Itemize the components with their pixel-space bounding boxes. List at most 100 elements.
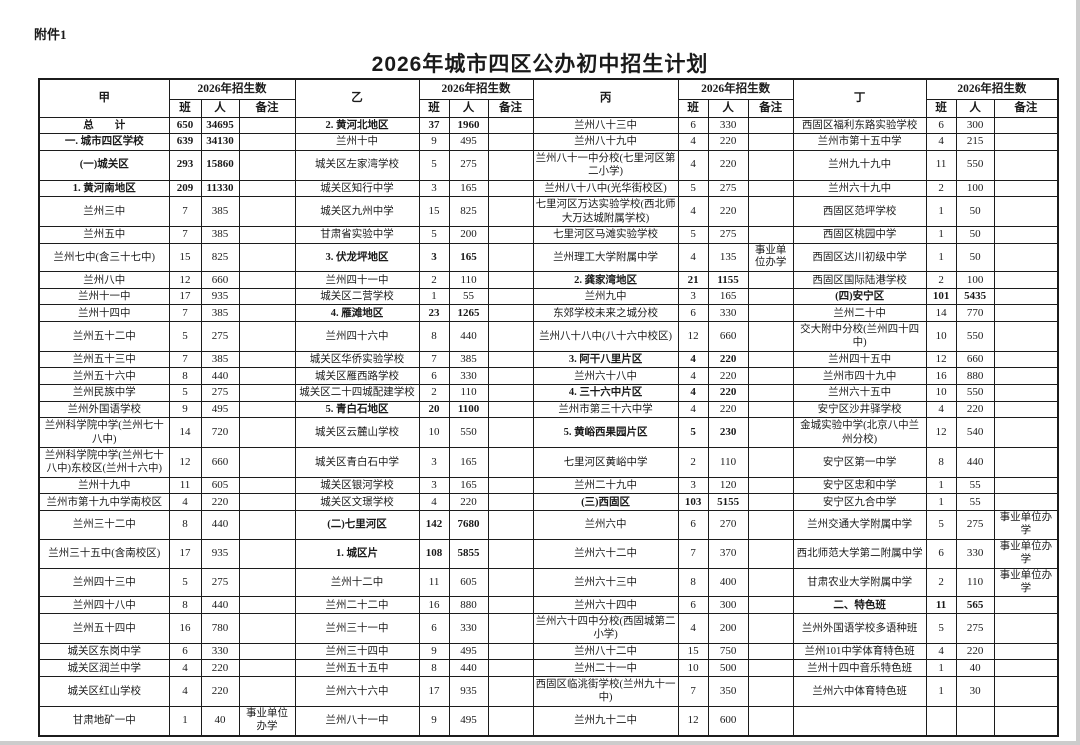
- note-cell: [238, 400, 296, 419]
- subheader-classes: 班: [925, 98, 957, 118]
- classes-count-cell: 3: [418, 242, 450, 273]
- school-name-cell: 4. 雁滩地区: [294, 304, 420, 322]
- students-count-cell: 540: [955, 417, 995, 448]
- school-name-cell: (二)七里河区: [294, 509, 420, 540]
- classes-count-cell: 10: [925, 383, 957, 402]
- note-cell: [487, 596, 534, 614]
- students-count-cell: 220: [707, 133, 749, 151]
- students-count-cell: 330: [448, 613, 489, 644]
- note-cell: [993, 179, 1059, 198]
- note-cell: [487, 350, 534, 369]
- school-name-cell: 兰州三十一中: [294, 613, 420, 644]
- school-name-cell: 兰州二十二中: [294, 596, 420, 614]
- classes-count-cell: 10: [925, 320, 957, 352]
- school-name-cell: 甘肃农业大学附属中学: [792, 567, 927, 598]
- enrollment-2026-header: 2026年招生数: [677, 78, 794, 100]
- school-name-cell: 兰州十四中: [38, 304, 170, 322]
- note-cell: [747, 705, 794, 737]
- students-count-cell: 330: [707, 304, 749, 322]
- students-count-cell: 370: [707, 538, 749, 569]
- school-name-cell: 城关区华侨实验学校: [294, 350, 420, 369]
- classes-count-cell: 5: [418, 149, 450, 181]
- note-cell: [487, 642, 534, 661]
- subheader-students: 人: [955, 98, 995, 118]
- classes-count-cell: 4: [677, 196, 709, 227]
- note-cell: [487, 367, 534, 385]
- note-cell: [238, 509, 296, 540]
- classes-count-cell: 4: [677, 149, 709, 181]
- table-row: 兰州十一中 17 935 城关区二营学校 1 55 兰州九中 3 165 (四)安宁区 101 543…: [38, 287, 1059, 306]
- note-cell: [238, 642, 296, 661]
- classes-count-cell: 8: [168, 509, 202, 540]
- note-cell: [487, 287, 534, 306]
- students-count-cell: 440: [448, 320, 489, 352]
- note-cell: [238, 596, 296, 614]
- classes-count-cell: 12: [925, 417, 957, 448]
- note-cell: [747, 367, 794, 385]
- students-count-cell: [955, 705, 995, 737]
- school-name-cell: 兰州三十五中(含南校区): [38, 538, 170, 569]
- column-group-ding: 丁: [792, 78, 927, 118]
- school-name-cell: 兰州五十三中: [38, 350, 170, 369]
- note-cell: [747, 509, 794, 540]
- enrollment-table-container: 甲 2026年招生数 乙 2026年招生数 丙 2026年招生数 丁 2026年…: [38, 78, 1060, 737]
- students-count-cell: 5855: [448, 538, 489, 569]
- table-row: 城关区红山学校 4 220 兰州六十六中 17 935 西固区临洮街学校(兰州九十一中) 7 3…: [38, 676, 1059, 707]
- note-cell: [487, 225, 534, 244]
- school-name-cell: 安宁区沙井驿学校: [792, 400, 927, 419]
- classes-count-cell: 1: [925, 493, 957, 511]
- classes-count-cell: 5: [168, 320, 202, 352]
- students-count-cell: 110: [955, 567, 995, 598]
- school-name-cell: 交大附中分校(兰州四十四中): [792, 320, 927, 352]
- students-count-cell: 300: [955, 116, 995, 135]
- note-cell: [993, 642, 1059, 661]
- students-count-cell: 220: [955, 642, 995, 661]
- classes-count-cell: 1: [418, 287, 450, 306]
- school-name-cell: 城关区二十四城配建学校: [294, 383, 420, 402]
- students-count-cell: 825: [448, 196, 489, 227]
- students-count-cell: 440: [448, 659, 489, 677]
- students-count-cell: 165: [448, 179, 489, 198]
- classes-count-cell: 6: [925, 116, 957, 135]
- classes-count-cell: 8: [168, 596, 202, 614]
- students-count-cell: 55: [448, 287, 489, 306]
- school-name-cell: 兰州四十三中: [38, 567, 170, 598]
- students-count-cell: 220: [707, 149, 749, 181]
- students-count-cell: 40: [200, 705, 240, 737]
- students-count-cell: 220: [955, 400, 995, 419]
- school-name-cell: 金城实验中学(北京八中兰州分校): [792, 417, 927, 448]
- school-name-cell: 兰州民族中学: [38, 383, 170, 402]
- classes-count-cell: 4: [418, 493, 450, 511]
- school-name-cell: 兰州科学院中学(兰州七十八中): [38, 417, 170, 448]
- table-row: 甘肃地矿一中 1 40 事业单位办学 兰州八十一中 9 495 兰州九十二中 12 600: [38, 705, 1059, 737]
- table-row: 一. 城市四区学校 639 34130 兰州十中 9 495 兰州八十九中 4 220 兰州市第十…: [38, 133, 1059, 151]
- school-name-cell: 兰州市四十九中: [792, 367, 927, 385]
- classes-count-cell: 17: [168, 287, 202, 306]
- table-body: 总 计 650 34695 2. 黄河北地区 37 1960 兰州八十三中 6 330 西固区福利…: [38, 116, 1059, 737]
- classes-count-cell: 103: [677, 493, 709, 511]
- note-cell: [238, 133, 296, 151]
- note-cell: [747, 400, 794, 419]
- note-cell: [238, 179, 296, 198]
- school-name-cell: 兰州五十五中: [294, 659, 420, 677]
- note-cell: 事业单位办学: [993, 509, 1059, 540]
- school-name-cell: 城关区文璟学校: [294, 493, 420, 511]
- subheader-note: 备注: [487, 98, 534, 118]
- school-name-cell: 兰州十二中: [294, 567, 420, 598]
- students-count-cell: 440: [200, 596, 240, 614]
- classes-count-cell: 209: [168, 179, 202, 198]
- note-cell: [993, 659, 1059, 677]
- school-name-cell: 甘肃地矿一中: [38, 705, 170, 737]
- classes-count-cell: 17: [418, 676, 450, 707]
- note-cell: [487, 116, 534, 135]
- school-name-cell: 兰州六十八中: [532, 367, 679, 385]
- students-count-cell: 200: [448, 225, 489, 244]
- school-name-cell: 兰州八十三中: [532, 116, 679, 135]
- note-cell: [993, 705, 1059, 737]
- note-cell: [487, 493, 534, 511]
- school-name-cell: 兰州九中: [532, 287, 679, 306]
- classes-count-cell: 2: [677, 446, 709, 478]
- students-count-cell: 5155: [707, 493, 749, 511]
- school-name-cell: 兰州市第三十六中学: [532, 400, 679, 419]
- note-cell: [993, 320, 1059, 352]
